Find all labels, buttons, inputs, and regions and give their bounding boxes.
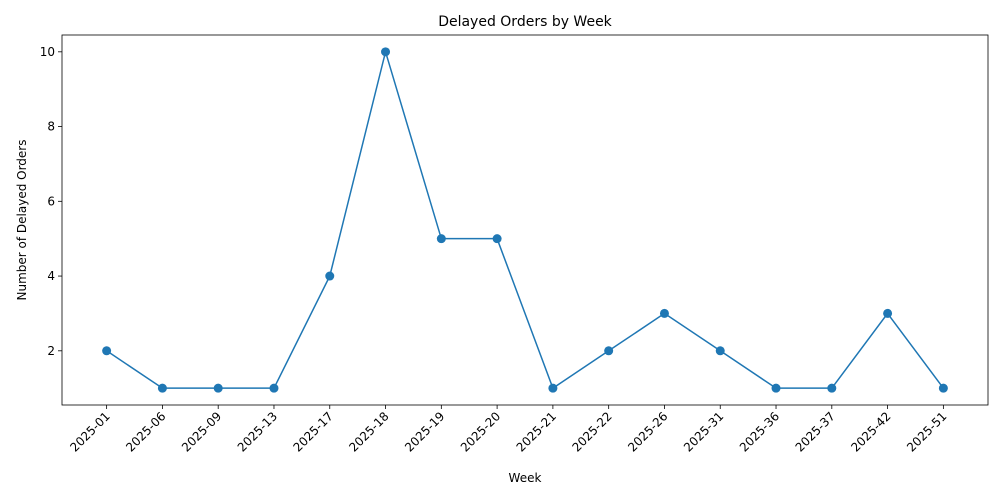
x-tick-label: 2025-26	[625, 409, 670, 454]
data-point	[492, 234, 502, 244]
x-tick-label: 2025-19	[402, 409, 447, 454]
x-tick-label: 2025-42	[848, 409, 893, 454]
data-point	[883, 308, 893, 318]
data-point	[548, 383, 558, 393]
x-tick-label: 2025-37	[793, 409, 838, 454]
x-tick-label: 2025-09	[179, 409, 224, 454]
data-point	[715, 346, 725, 356]
y-axis-title: Number of Delayed Orders	[15, 140, 29, 301]
x-tick-label: 2025-18	[346, 409, 391, 454]
x-tick-label: 2025-01	[67, 409, 112, 454]
data-point	[381, 47, 391, 57]
x-axis-title: Week	[509, 471, 542, 485]
x-tick-label: 2025-31	[681, 409, 726, 454]
plot-frame	[61, 34, 989, 406]
x-tick-label: 2025-51	[904, 409, 949, 454]
x-tick-label: 2025-36	[737, 409, 782, 454]
data-point	[269, 383, 279, 393]
data-point	[827, 383, 837, 393]
y-tick-label: 4	[47, 269, 55, 283]
data-point	[436, 234, 446, 244]
series-line	[106, 48, 944, 390]
y-tick-label: 2	[47, 344, 55, 358]
data-point	[325, 271, 335, 281]
data-point	[157, 383, 167, 393]
x-tick-label: 2025-17	[291, 409, 336, 454]
data-point	[213, 383, 223, 393]
data-point	[771, 383, 781, 393]
x-axis: 2025-01 2025-06 2025-09 2025-13 2025-17 2025-…	[67, 405, 949, 455]
y-axis: 2 4 6 8 10	[40, 45, 62, 358]
y-tick-label: 6	[47, 194, 55, 208]
data-point	[938, 383, 948, 393]
data-point	[604, 346, 614, 356]
data-point	[102, 346, 112, 356]
x-tick-label: 2025-06	[123, 409, 168, 454]
x-tick-label: 2025-13	[235, 409, 280, 454]
series-layer	[102, 47, 948, 393]
data-point	[659, 308, 669, 318]
x-tick-label: 2025-20	[458, 409, 503, 454]
x-tick-label: 2025-22	[569, 409, 614, 454]
x-tick-label: 2025-21	[514, 409, 559, 454]
y-tick-label: 8	[47, 120, 55, 134]
y-tick-label: 10	[40, 45, 55, 59]
chart-title: Delayed Orders by Week	[438, 14, 612, 30]
